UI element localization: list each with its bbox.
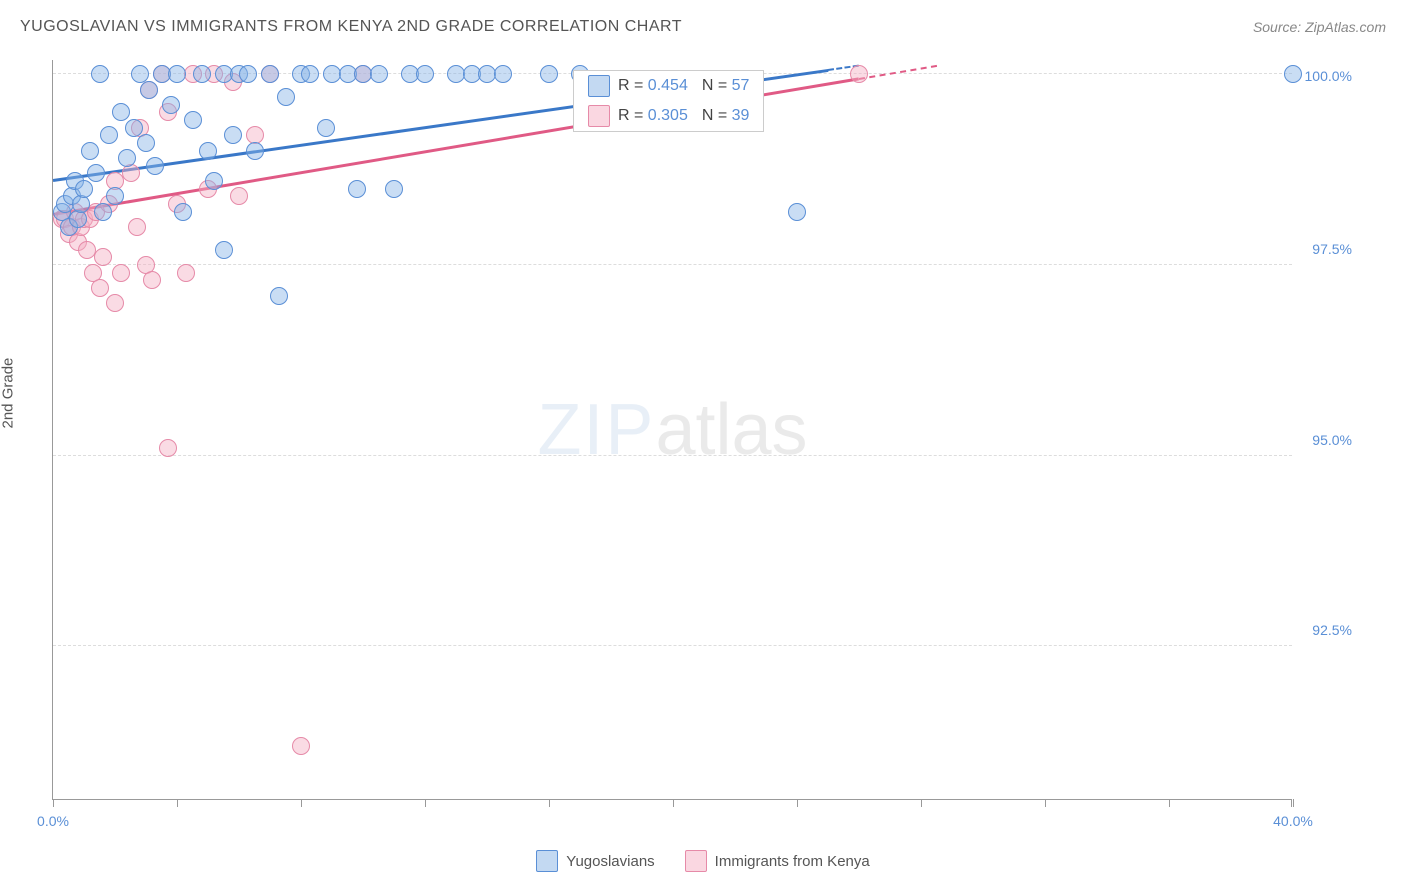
x-tick-label: 0.0% (37, 813, 69, 829)
scatter-marker (850, 65, 868, 83)
scatter-marker (348, 180, 366, 198)
chart-title: YUGOSLAVIAN VS IMMIGRANTS FROM KENYA 2ND… (20, 18, 682, 36)
legend-swatch (588, 75, 610, 97)
scatter-marker (199, 142, 217, 160)
correlation-legend-row: R = 0.305N = 39 (574, 101, 763, 131)
x-tick (797, 799, 798, 807)
x-tick (1293, 799, 1294, 807)
scatter-marker (140, 81, 158, 99)
x-tick (425, 799, 426, 807)
scatter-marker (162, 96, 180, 114)
legend-item-kenya: Immigrants from Kenya (685, 850, 870, 872)
header: YUGOSLAVIAN VS IMMIGRANTS FROM KENYA 2ND… (20, 18, 1386, 36)
scatter-marker (94, 248, 112, 266)
scatter-marker (143, 271, 161, 289)
scatter-marker (125, 119, 143, 137)
scatter-marker (370, 65, 388, 83)
x-tick (53, 799, 54, 807)
scatter-marker (146, 157, 164, 175)
scatter-marker (239, 65, 257, 83)
y-tick-label: 92.5% (1297, 622, 1352, 638)
scatter-marker (69, 210, 87, 228)
scatter-marker (1284, 65, 1302, 83)
scatter-marker (100, 126, 118, 144)
x-tick (673, 799, 674, 807)
scatter-marker (91, 65, 109, 83)
legend-stats: R = 0.305N = 39 (618, 107, 749, 125)
correlation-legend-row: R = 0.454N = 57 (574, 71, 763, 101)
x-tick (177, 799, 178, 807)
y-tick-label: 97.5% (1297, 241, 1352, 257)
scatter-marker (292, 737, 310, 755)
scatter-marker (106, 187, 124, 205)
scatter-marker (112, 264, 130, 282)
scatter-marker (416, 65, 434, 83)
scatter-marker (301, 65, 319, 83)
scatter-marker (168, 65, 186, 83)
scatter-marker (137, 134, 155, 152)
legend-swatch-pink (685, 850, 707, 872)
x-tick (1291, 799, 1292, 807)
scatter-marker (174, 203, 192, 221)
chart-container: YUGOSLAVIAN VS IMMIGRANTS FROM KENYA 2ND… (0, 0, 1406, 892)
scatter-marker (193, 65, 211, 83)
scatter-marker (118, 149, 136, 167)
x-tick (301, 799, 302, 807)
scatter-marker (91, 279, 109, 297)
scatter-marker (788, 203, 806, 221)
x-tick-label: 40.0% (1273, 813, 1313, 829)
scatter-marker (215, 241, 233, 259)
legend-swatch (588, 105, 610, 127)
source-label: Source: ZipAtlas.com (1253, 19, 1386, 35)
scatter-marker (205, 172, 223, 190)
scatter-marker (270, 287, 288, 305)
gridline-h (53, 264, 1292, 265)
scatter-marker (540, 65, 558, 83)
scatter-marker (317, 119, 335, 137)
scatter-marker (159, 439, 177, 457)
legend-label-pink: Immigrants from Kenya (715, 853, 870, 870)
scatter-marker (87, 164, 105, 182)
scatter-marker (177, 264, 195, 282)
correlation-legend: R = 0.454N = 57 R = 0.305N = 39 (573, 70, 764, 132)
legend-swatch-blue (536, 850, 558, 872)
scatter-marker (94, 203, 112, 221)
scatter-marker (230, 187, 248, 205)
x-tick (1045, 799, 1046, 807)
gridline-h (53, 455, 1292, 456)
scatter-marker (106, 294, 124, 312)
watermark: ZIPatlas (537, 389, 807, 471)
scatter-marker (224, 126, 242, 144)
x-tick (549, 799, 550, 807)
scatter-marker (72, 195, 90, 213)
legend-stats: R = 0.454N = 57 (618, 77, 749, 95)
scatter-marker (277, 88, 295, 106)
plot-area: ZIPatlas 92.5%95.0%97.5%100.0%0.0%40.0%R… (52, 60, 1292, 800)
scatter-marker (75, 180, 93, 198)
legend-label-blue: Yugoslavians (566, 853, 654, 870)
gridline-h (53, 645, 1292, 646)
scatter-marker (128, 218, 146, 236)
scatter-marker (112, 103, 130, 121)
scatter-marker (494, 65, 512, 83)
x-tick (921, 799, 922, 807)
legend-item-yugoslavians: Yugoslavians (536, 850, 654, 872)
scatter-marker (184, 111, 202, 129)
y-tick-label: 95.0% (1297, 432, 1352, 448)
scatter-marker (261, 65, 279, 83)
scatter-marker (81, 142, 99, 160)
scatter-marker (385, 180, 403, 198)
x-tick (1169, 799, 1170, 807)
regression-line (859, 65, 937, 80)
y-axis-label: 2nd Grade (0, 358, 17, 429)
y-tick-label: 100.0% (1297, 68, 1352, 84)
scatter-marker (122, 164, 140, 182)
scatter-marker (246, 142, 264, 160)
bottom-legend: Yugoslavians Immigrants from Kenya (0, 850, 1406, 872)
